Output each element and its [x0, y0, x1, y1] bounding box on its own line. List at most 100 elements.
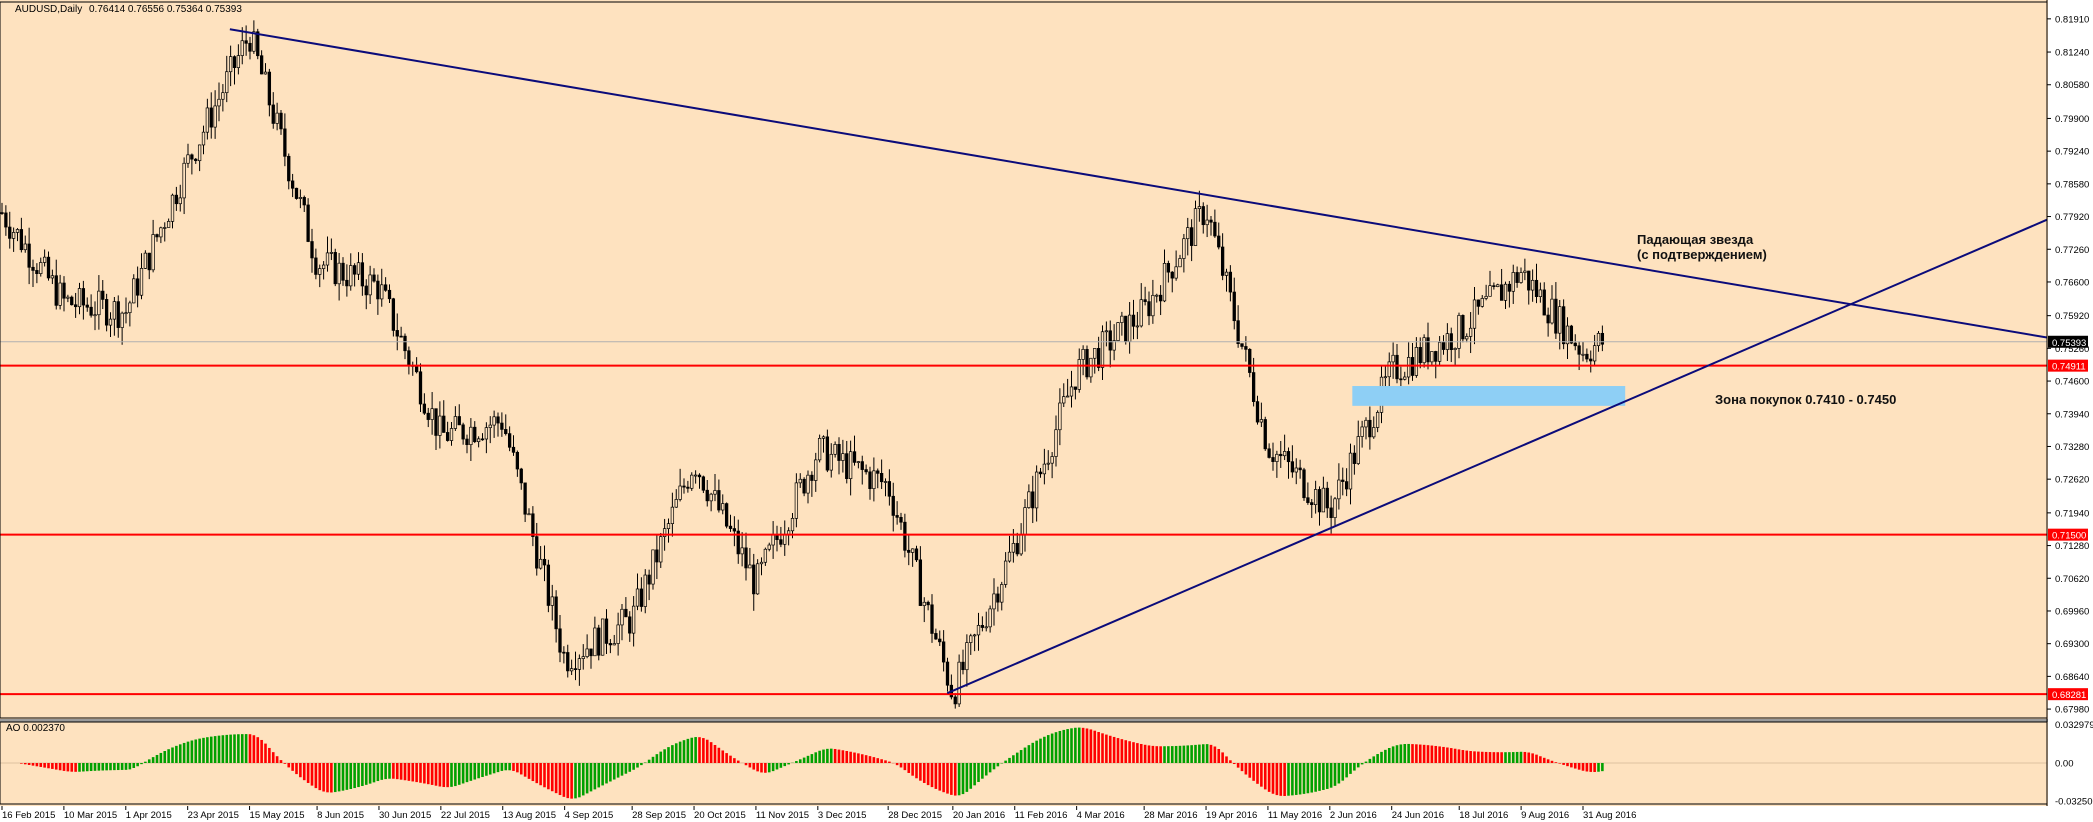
candle-body	[883, 481, 888, 483]
candle-body	[1294, 467, 1298, 473]
candle-body	[1213, 221, 1217, 237]
candle-body	[225, 71, 229, 94]
candle-body	[383, 284, 388, 291]
candle-body	[767, 544, 771, 550]
candle-body	[833, 444, 837, 455]
candle-body	[852, 451, 857, 463]
candle-body	[1596, 332, 1601, 347]
pattern-annotation-line2: (с подтверждением)	[1637, 247, 1767, 262]
x-tick-label: 23 Apr 2015	[188, 810, 239, 821]
candle-body	[1476, 299, 1481, 307]
candle-body	[1155, 294, 1159, 297]
candle-body	[1279, 453, 1283, 457]
candle-body	[1534, 279, 1539, 297]
horizontal-level-tag	[2048, 688, 2088, 701]
candle-body	[1387, 361, 1391, 378]
candle-body	[349, 265, 353, 287]
candle-body	[1000, 584, 1004, 603]
candle-body	[1426, 337, 1430, 363]
candle-body	[62, 282, 66, 299]
candle-body	[248, 42, 252, 52]
candle-body	[678, 485, 682, 500]
candle-body	[190, 154, 194, 160]
candle-body	[732, 528, 737, 532]
candle-body	[1259, 419, 1264, 423]
candle-body	[1085, 349, 1089, 378]
candle-body	[77, 288, 82, 308]
candle-body	[1104, 330, 1109, 333]
candle-body	[1178, 258, 1182, 268]
candle-body	[1093, 348, 1097, 359]
candle-body	[430, 408, 434, 420]
candle-body	[748, 564, 752, 569]
x-tick-label: 28 Mar 2016	[1144, 810, 1197, 821]
candle-body	[360, 262, 365, 287]
candle-body	[143, 252, 148, 269]
candle-body	[89, 306, 93, 316]
candle-body	[1019, 534, 1023, 555]
candle-body	[1282, 451, 1287, 457]
candle-body	[1077, 359, 1081, 390]
candle-body	[1302, 469, 1306, 499]
candle-body	[837, 444, 841, 461]
candle-body	[31, 266, 35, 271]
candle-body	[1399, 378, 1403, 381]
candle-body	[368, 274, 372, 296]
candle-body	[50, 275, 55, 279]
candle-body	[1546, 314, 1550, 324]
candle-body	[736, 530, 740, 555]
trendline-support[interactable]	[946, 218, 2048, 695]
candle-body	[294, 187, 299, 199]
candle-body	[500, 422, 504, 430]
trendline-resistance[interactable]	[229, 28, 2048, 339]
candle-body	[988, 608, 992, 628]
trendlines-layer	[229, 28, 2048, 695]
candle-body	[992, 593, 996, 610]
candle-body	[798, 478, 802, 484]
candle-body	[779, 539, 783, 545]
candle-body	[1100, 331, 1105, 368]
candle-body	[356, 262, 361, 275]
candle-body	[1089, 357, 1093, 378]
candle-body	[899, 516, 903, 523]
candle-body	[321, 264, 326, 269]
candle-body	[1577, 345, 1581, 355]
candle-body	[1065, 395, 1070, 398]
y-tick-label: 0.68640	[2055, 672, 2089, 683]
x-tick-label: 11 May 2016	[1268, 810, 1322, 821]
x-tick-label: 9 Aug 2016	[1521, 810, 1569, 821]
candle-body	[279, 112, 283, 130]
candle-body	[8, 226, 12, 239]
candle-body	[934, 633, 938, 640]
x-tick-label: 15 May 2015	[250, 810, 305, 821]
candle-body	[1263, 419, 1267, 450]
candle-body	[1468, 327, 1473, 337]
x-tick-label: 18 Jul 2016	[1459, 810, 1508, 821]
candle-body	[97, 290, 101, 316]
candle-body	[907, 549, 911, 553]
candle-body	[1391, 354, 1395, 363]
candle-body	[531, 513, 535, 537]
candle-body	[686, 486, 690, 489]
candle-body	[879, 473, 884, 483]
candle-body	[1430, 351, 1434, 363]
candle-body	[1139, 299, 1143, 327]
horizontal-level-tag	[2048, 359, 2088, 372]
candle-body	[631, 605, 636, 634]
candle-body	[81, 288, 86, 306]
y-tick-label: 0.81240	[2055, 48, 2089, 59]
candle-body	[569, 668, 574, 672]
candle-body	[205, 107, 210, 133]
candle-body	[1558, 306, 1562, 334]
candle-body	[186, 154, 190, 164]
candle-body	[1364, 419, 1368, 428]
candle-body	[1062, 396, 1066, 404]
candle-body	[267, 71, 272, 106]
candle-body	[1310, 502, 1314, 506]
candle-body	[566, 652, 570, 672]
candle-body	[333, 252, 337, 285]
candle-body	[693, 474, 698, 477]
